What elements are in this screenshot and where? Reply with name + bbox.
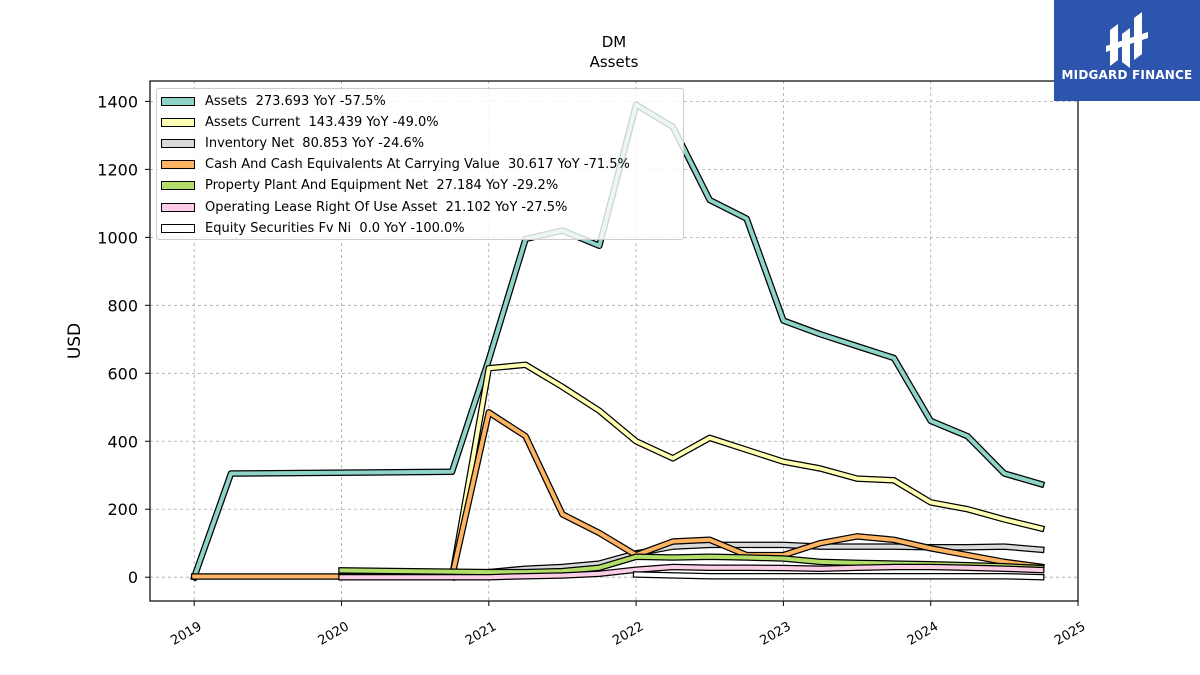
y-tick-label: 1000 bbox=[97, 228, 138, 247]
legend-swatch bbox=[161, 160, 195, 170]
series-0 bbox=[190, 101, 1046, 582]
legend-swatch bbox=[161, 181, 195, 191]
series-line bbox=[449, 362, 1044, 580]
series-3 bbox=[190, 409, 1045, 580]
legend-swatch bbox=[161, 138, 195, 148]
logo-text: MIDGARD FINANCE bbox=[1061, 68, 1193, 82]
x-tick-label: 2025 bbox=[1052, 619, 1088, 649]
legend-swatch bbox=[161, 117, 195, 127]
series-1 bbox=[448, 361, 1046, 581]
x-tick-label: 2023 bbox=[758, 619, 794, 649]
legend-item: Property Plant And Equipment Net 27.184 … bbox=[161, 178, 558, 194]
y-tick-label: 400 bbox=[107, 432, 138, 451]
chart-subtitle: Assets bbox=[590, 53, 639, 71]
legend-item: Inventory Net 80.853 YoY -24.6% bbox=[161, 135, 424, 151]
legend-item: Assets Current 143.439 YoY -49.0% bbox=[161, 114, 439, 130]
y-tick-label: 1200 bbox=[97, 160, 138, 179]
y-tick-label: 600 bbox=[107, 364, 138, 383]
x-tick-label: 2024 bbox=[905, 619, 941, 649]
y-tick-label: 200 bbox=[107, 500, 138, 519]
legend-item: Cash And Cash Equivalents At Carrying Va… bbox=[161, 157, 630, 173]
chart-title: DM bbox=[602, 33, 627, 51]
legend-label: Cash And Cash Equivalents At Carrying Va… bbox=[205, 157, 630, 173]
series-6 bbox=[632, 571, 1045, 581]
series-line bbox=[486, 542, 1044, 575]
y-tick-label: 0 bbox=[128, 568, 138, 587]
legend-label: Property Plant And Equipment Net 27.184 … bbox=[205, 178, 559, 194]
series-line bbox=[634, 572, 1044, 580]
series-5 bbox=[338, 563, 1045, 581]
legend-swatch bbox=[161, 202, 195, 212]
legend-item: Assets 273.693 YoY -57.5% bbox=[161, 93, 386, 109]
midgard-logo-icon bbox=[1106, 12, 1148, 68]
legend-item: Equity Securities Fv Ni 0.0 YoY -100.0% bbox=[161, 220, 465, 236]
y-tick-label: 800 bbox=[107, 296, 138, 315]
plot-frame bbox=[149, 80, 1079, 602]
x-tick-label: 2020 bbox=[316, 619, 352, 649]
x-tick-label: 2021 bbox=[463, 619, 499, 649]
legend-label: Equity Securities Fv Ni 0.0 YoY -100.0% bbox=[205, 220, 465, 236]
legend-label: Inventory Net 80.853 YoY -24.6% bbox=[205, 135, 425, 151]
series-line bbox=[339, 565, 1044, 580]
legend-swatch bbox=[161, 96, 195, 106]
legend-label: Assets Current 143.439 YoY -49.0% bbox=[205, 114, 439, 130]
legend-label: Operating Lease Right Of Use Asset 21.10… bbox=[205, 199, 568, 215]
legend: Assets 273.693 YoY -57.5% Assets Current … bbox=[156, 88, 684, 240]
x-tick-label: 2019 bbox=[168, 619, 204, 649]
series-lines bbox=[190, 101, 1046, 582]
x-tick-label: 2022 bbox=[610, 619, 646, 649]
legend-item: Operating Lease Right Of Use Asset 21.10… bbox=[161, 199, 567, 215]
series-line bbox=[192, 410, 1044, 579]
legend-swatch bbox=[161, 223, 195, 233]
brand-logo: MIDGARD FINANCE bbox=[1054, 0, 1200, 101]
y-tick-label: 1400 bbox=[97, 92, 138, 111]
legend-label: Assets 273.693 YoY -57.5% bbox=[205, 93, 386, 109]
series-line bbox=[191, 102, 1044, 580]
y-axis-label: USD bbox=[65, 323, 85, 359]
series-2 bbox=[485, 541, 1045, 576]
